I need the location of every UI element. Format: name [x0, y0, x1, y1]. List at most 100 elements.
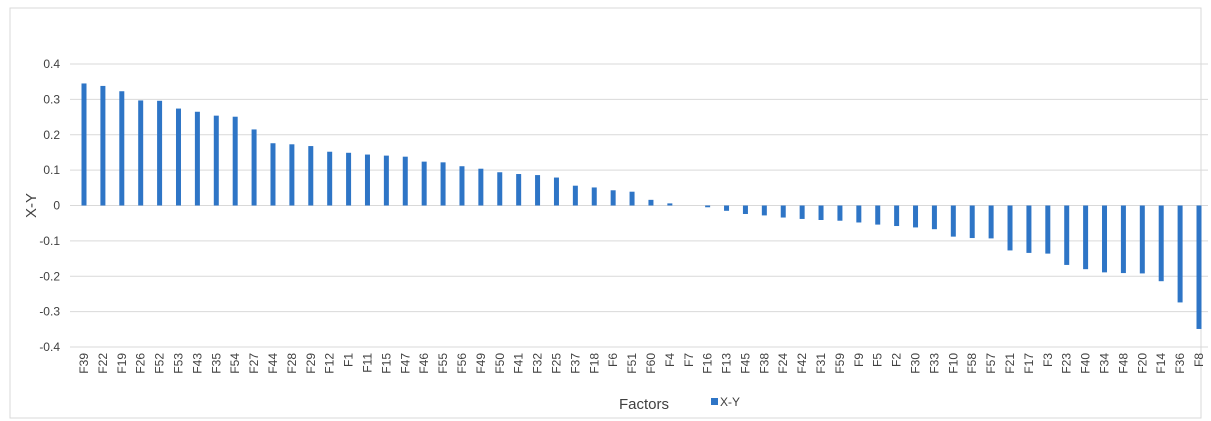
x-tick-label: F6	[606, 353, 620, 367]
x-tick-label: F11	[360, 353, 374, 373]
x-tick-label: F15	[379, 353, 393, 374]
x-tick-label: F54	[228, 353, 242, 374]
y-tick-label: 0.1	[43, 163, 60, 177]
bar-f8	[1196, 205, 1202, 329]
x-tick-label: F40	[1079, 353, 1093, 374]
gridlines	[70, 63, 1208, 348]
bar-f29	[308, 146, 314, 206]
bar-f24	[780, 205, 786, 218]
x-tick-label: F52	[153, 353, 167, 374]
x-tick-label: F10	[946, 353, 960, 374]
x-tick-label: F60	[644, 353, 658, 374]
x-tick-label: F37	[568, 353, 582, 374]
x-tick-label: F35	[209, 353, 223, 374]
x-tick-label: F33	[927, 353, 941, 374]
x-tick-label: F34	[1098, 353, 1112, 374]
x-tick-label: F23	[1060, 353, 1074, 374]
y-axis-ticks: 0.4 0.3 0.2 0.1 0 -0.1 -0.2 -0.3 -0.4	[39, 57, 60, 354]
bar-f53	[175, 108, 181, 206]
bar-f9	[856, 205, 862, 223]
bar-f27	[251, 129, 257, 206]
bar-f26	[138, 100, 144, 206]
x-tick-label: F55	[436, 353, 450, 374]
bar-f60	[648, 199, 654, 206]
bar-f45	[742, 205, 748, 214]
x-tick-label: F42	[795, 353, 809, 374]
bar-f1	[346, 152, 352, 206]
x-tick-label: F5	[871, 353, 885, 367]
y-tick-label: -0.3	[39, 305, 60, 319]
bar-f23	[1064, 205, 1070, 265]
bar-f2	[894, 205, 900, 227]
y-tick-label: 0.4	[43, 57, 60, 71]
x-tick-label: F28	[285, 353, 299, 374]
legend-label: X-Y	[720, 395, 740, 409]
bar-f28	[289, 144, 295, 206]
x-tick-label: F39	[77, 353, 91, 374]
bar-f11	[364, 154, 370, 206]
x-tick-label: F43	[190, 353, 204, 374]
bar-f42	[799, 205, 805, 219]
bar-f12	[327, 151, 333, 206]
bar-f18	[591, 187, 597, 206]
y-tick-label: -0.4	[39, 340, 60, 354]
bar-f22	[100, 85, 106, 206]
x-tick-label: F53	[171, 353, 185, 374]
x-tick-label: F30	[909, 353, 923, 374]
bars	[81, 83, 1202, 329]
x-tick-label: F25	[549, 353, 563, 374]
bar-f46	[421, 161, 427, 206]
bar-f14	[1158, 205, 1164, 282]
x-tick-label: F32	[531, 353, 545, 374]
bar-f41	[516, 174, 522, 206]
y-tick-label: 0	[53, 199, 60, 213]
x-tick-label: F21	[1003, 353, 1017, 374]
bar-f16	[705, 205, 711, 208]
x-tick-label: F29	[304, 353, 318, 374]
x-tick-label: F26	[134, 353, 148, 374]
bar-f34	[1102, 205, 1108, 273]
bar-f32	[535, 175, 541, 206]
bar-f6	[610, 190, 616, 206]
x-tick-label: F48	[1116, 353, 1130, 374]
bar-f44	[270, 143, 276, 206]
y-tick-label: -0.1	[39, 234, 60, 248]
y-axis-title: X-Y	[23, 193, 40, 218]
x-tick-label: F31	[814, 353, 828, 374]
bar-f55	[440, 162, 446, 206]
x-tick-label: F9	[852, 353, 866, 367]
x-tick-label: F2	[890, 353, 904, 367]
x-tick-label: F27	[247, 353, 261, 374]
bar-f48	[1120, 205, 1126, 274]
x-tick-label: F50	[493, 353, 507, 374]
x-tick-label: F45	[738, 353, 752, 374]
bar-f37	[572, 185, 578, 206]
bar-f5	[875, 205, 881, 225]
bar-f13	[724, 205, 730, 211]
bar-f40	[1083, 205, 1089, 270]
y-tick-label: -0.2	[39, 269, 60, 283]
bar-f21	[1007, 205, 1013, 251]
x-tick-label: F41	[512, 353, 526, 374]
x-tick-label: F57	[984, 353, 998, 374]
x-tick-label: F49	[474, 353, 488, 374]
bar-f52	[157, 100, 163, 206]
bar-f54	[232, 116, 238, 206]
bar-f20	[1139, 205, 1145, 274]
bar-f38	[761, 205, 767, 216]
bar-f31	[818, 205, 824, 220]
bar-f59	[837, 205, 843, 221]
x-axis-labels: F39 F22 F19 F26 F52 F53 F43 F35 F54 F27 F44 F28 F29 F…	[77, 353, 1206, 374]
x-tick-label: F44	[266, 353, 280, 374]
y-tick-label: 0.2	[43, 128, 60, 142]
x-tick-label: F12	[323, 353, 337, 374]
bar-f43	[194, 111, 200, 206]
bar-f25	[553, 177, 559, 206]
x-tick-label: F4	[663, 353, 677, 367]
x-tick-label: F8	[1192, 353, 1206, 367]
x-axis-title: Factors	[619, 396, 669, 413]
bar-f47	[402, 156, 408, 206]
x-tick-label: F14	[1154, 353, 1168, 374]
